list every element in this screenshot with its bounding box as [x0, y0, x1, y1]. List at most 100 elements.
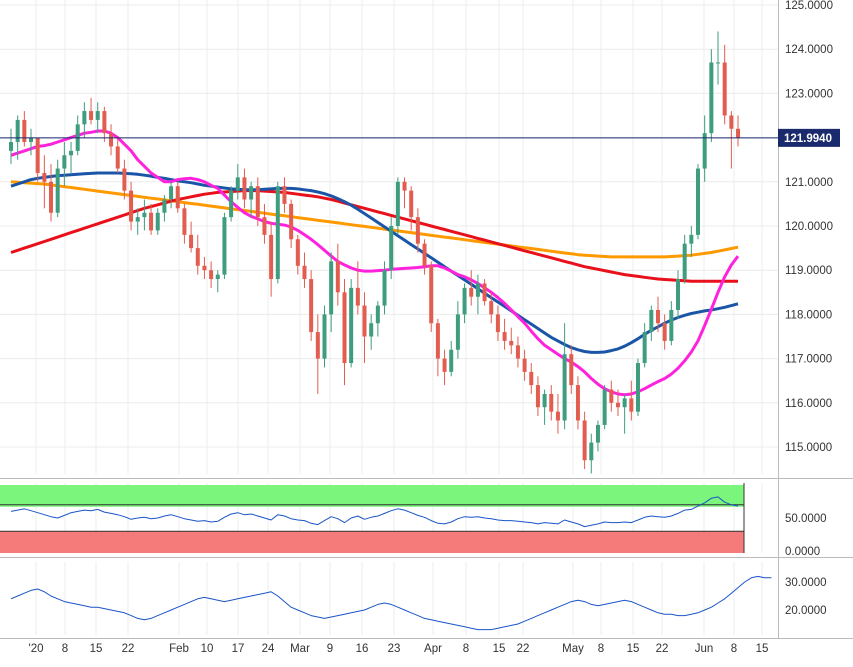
adx-line [10, 575, 772, 631]
adx-panel [10, 575, 772, 631]
candle [575, 376, 580, 430]
candle [249, 181, 254, 218]
candle [582, 411, 587, 470]
candle [682, 234, 687, 284]
candle-body [649, 309, 654, 333]
candle-body [582, 420, 587, 461]
candle-body [315, 332, 320, 359]
candle [482, 279, 487, 306]
candle-body [575, 385, 580, 421]
candle [622, 393, 627, 434]
candle [415, 208, 420, 253]
candle-body [342, 292, 347, 364]
x-tick-label: 24 [262, 643, 275, 655]
adx-y-tick-label: 20.0000 [785, 605, 827, 617]
candle [689, 226, 694, 257]
y-tick-label: 117.0000 [785, 354, 832, 366]
candle-body [535, 385, 540, 408]
x-tick-label: 16 [356, 643, 369, 655]
candle-body [229, 190, 234, 218]
candle [322, 305, 327, 368]
x-tick-label: 15 [493, 643, 506, 655]
candle [122, 159, 127, 200]
candle-body [129, 190, 134, 222]
candle [495, 305, 500, 341]
candle-body [395, 181, 400, 226]
candle [502, 318, 507, 350]
candle [375, 301, 380, 337]
candle-body [222, 217, 227, 275]
candle [475, 274, 480, 315]
candle [589, 433, 594, 474]
candle [489, 292, 494, 324]
candle [129, 181, 134, 231]
x-tick-label: Apr [424, 643, 442, 655]
sma20-line [10, 129, 740, 397]
candle-body [195, 248, 200, 266]
candle-body [682, 243, 687, 280]
x-tick-label: 22 [656, 643, 669, 655]
y-tick-label: 116.0000 [785, 398, 832, 410]
candle-body [389, 226, 394, 271]
candle-body [495, 314, 500, 333]
candle [469, 270, 474, 306]
candle-body [602, 389, 607, 425]
candle-body [382, 270, 387, 306]
candle [95, 102, 100, 134]
candle [102, 106, 107, 143]
candle [736, 115, 741, 147]
candle [242, 168, 247, 209]
candle-body [69, 150, 74, 156]
candle [215, 270, 220, 293]
candle [602, 385, 607, 430]
candle-body [329, 261, 334, 315]
candle [142, 199, 147, 231]
y-axis-labels: 125.0000124.0000123.0000122.0000121.0000… [785, 0, 833, 617]
candle-body [555, 411, 560, 421]
candle-body [175, 186, 180, 209]
x-tick-label: 15 [756, 643, 769, 655]
candle-body [722, 62, 727, 116]
x-tick-label: 8 [598, 643, 604, 655]
candle-body [135, 217, 140, 222]
candle [549, 385, 554, 421]
candle-body [629, 398, 634, 412]
candle-body [562, 354, 567, 421]
candle [522, 349, 527, 381]
candle-body [355, 287, 360, 306]
x-tick-label: 15 [90, 643, 103, 655]
rsi-oversold-zone [0, 531, 744, 553]
candle-body [155, 212, 160, 231]
candle [155, 208, 160, 235]
candle-body [122, 168, 127, 191]
candle [562, 323, 567, 430]
candle [149, 203, 154, 235]
candle [702, 115, 707, 182]
candle [395, 177, 400, 235]
candle [462, 283, 467, 324]
y-tick-label: 118.0000 [785, 309, 832, 321]
candle [35, 137, 40, 182]
candle [349, 279, 354, 368]
candle-body [469, 287, 474, 297]
candle-body [422, 243, 427, 266]
candle [209, 261, 214, 288]
candle [362, 292, 367, 364]
rsi-line [10, 496, 739, 528]
candle [609, 380, 614, 412]
candle-body [142, 212, 147, 218]
candle [29, 128, 34, 156]
x-tick-label: Feb [169, 643, 189, 655]
candle [696, 164, 701, 240]
candle-body [375, 305, 380, 324]
x-tick-label: 23 [388, 643, 401, 655]
candle-body [169, 186, 174, 200]
candle-body [182, 208, 187, 235]
candle-body [509, 340, 514, 346]
candle-body [622, 398, 627, 408]
x-tick-label: 8 [731, 643, 737, 655]
candle-body [442, 358, 447, 372]
candle [262, 203, 267, 244]
candle [335, 243, 340, 306]
